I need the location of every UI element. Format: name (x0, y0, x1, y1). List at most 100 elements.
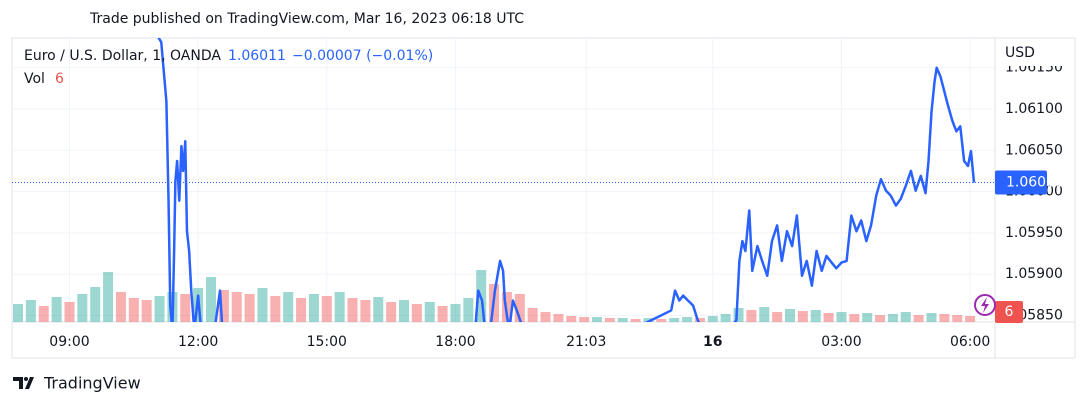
volume-bar (308, 294, 319, 322)
last-price: 1.06011 (228, 48, 286, 64)
labels: 1.058501.059001.059501.060001.060501.061… (49, 60, 1064, 350)
volume-bar (862, 313, 873, 322)
volume-bar (141, 300, 152, 322)
volume-bar (939, 314, 950, 322)
volume-bar (566, 316, 577, 322)
volume-bar (373, 297, 384, 322)
volume-bar (669, 318, 680, 322)
volume-bar (784, 309, 795, 322)
volume-bar (411, 304, 422, 322)
volume-bar (64, 302, 75, 322)
volume-bar (450, 304, 461, 322)
x-tick-label: 06:00 (950, 334, 990, 350)
volume-bar (180, 294, 191, 322)
volume-bar (218, 290, 229, 322)
price-line (157, 38, 976, 322)
volume-bar (463, 298, 474, 322)
last-volume: 6 (55, 71, 64, 87)
volume-bar (51, 297, 62, 322)
volume-bar (424, 302, 435, 322)
chart-title: Trade published on TradingView.com, Mar … (89, 11, 524, 27)
x-tick-label: 03:00 (821, 334, 861, 350)
volume-bar (296, 298, 307, 322)
volume-bar (206, 277, 217, 322)
x-tick-label: 09:00 (49, 334, 89, 350)
volume-bar (836, 312, 847, 322)
volume-bar (887, 314, 898, 322)
volume-bar (25, 300, 36, 322)
change: −0.00007 (−0.01%) (292, 48, 433, 64)
volume-bar (244, 294, 255, 322)
grid (12, 38, 995, 322)
volume-bar (746, 310, 757, 322)
volume-bar (720, 314, 731, 322)
volume-bar (527, 308, 538, 322)
volume-bar (579, 317, 590, 322)
x-tick-label: 18:00 (435, 334, 475, 350)
volume-tag (995, 301, 1023, 323)
volume-bar (823, 313, 834, 322)
volume-bar (398, 300, 409, 322)
volume-bar (810, 310, 821, 322)
volume-bar (875, 315, 886, 322)
volume-bar (591, 317, 602, 322)
volume-bar (797, 311, 808, 322)
volume-bar (952, 315, 963, 322)
axis-unit: USD (1005, 45, 1035, 61)
volume-bar (334, 292, 345, 322)
volume-bar (772, 312, 783, 322)
volume-bar (437, 306, 448, 322)
symbol: Euro / U.S. Dollar, 1, OANDA (24, 48, 221, 64)
alert-bolt (981, 297, 989, 313)
x-tick-label: 15:00 (307, 334, 347, 350)
x-tick-label: 21:03 (566, 334, 606, 350)
volume-bar (128, 298, 139, 322)
logo (13, 377, 34, 389)
x-tick-label: 12:00 (178, 334, 218, 350)
volume-bar (270, 296, 281, 322)
volume-bar (231, 292, 242, 322)
volume-bar (913, 315, 924, 322)
volume-bar (617, 318, 628, 322)
volume-bar (77, 294, 88, 322)
brand: TradingView (43, 374, 141, 393)
price-layer (12, 38, 995, 322)
x-tick-label: 16 (703, 334, 722, 350)
volume-bar (733, 308, 744, 322)
volume-tag-label: 6 (1005, 304, 1014, 320)
volume-bar (283, 292, 294, 322)
volume-bar (926, 313, 937, 322)
volume-bar (643, 318, 654, 322)
volume-bar (103, 272, 114, 322)
volume-bar (540, 312, 551, 322)
frame (11, 37, 1076, 359)
volume-bar (656, 319, 667, 322)
unit-bg (1000, 42, 1070, 66)
volume-bar (321, 296, 332, 322)
volume-bar (965, 316, 976, 322)
volume-bar (514, 294, 525, 322)
price-tag (995, 170, 1047, 195)
volume-bar (694, 318, 705, 322)
volume-bar (360, 300, 371, 322)
volume-bar (13, 304, 24, 322)
volume-bar (90, 287, 101, 322)
volume-bar (849, 314, 860, 322)
volume-bar (386, 302, 397, 322)
volume-bar (257, 288, 268, 322)
y-tick-label: 1.05900 (1005, 266, 1063, 282)
volume-bar (707, 316, 718, 322)
y-tick-label: 1.06050 (1005, 142, 1063, 158)
volume-bar (38, 306, 49, 322)
y-tick-label: 1.05950 (1005, 225, 1063, 241)
volume-bar (154, 296, 165, 322)
volume-bar (900, 312, 911, 322)
volume-bar (347, 298, 358, 322)
volume-bar (682, 317, 693, 322)
volume-bar (604, 318, 615, 322)
y-tick-label: 1.06100 (1005, 101, 1063, 117)
volume-label: Vol (24, 71, 45, 87)
volume-bar (630, 319, 641, 322)
